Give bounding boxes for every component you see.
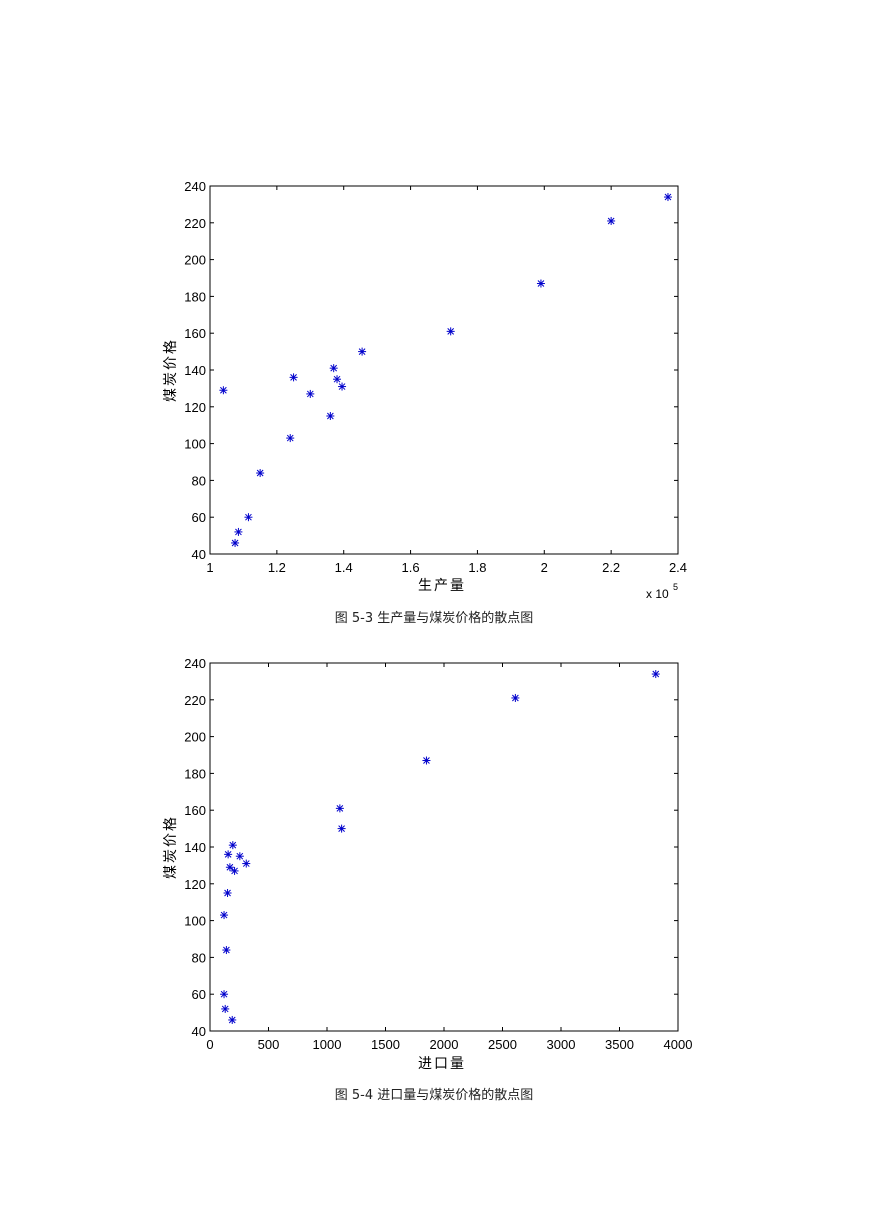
x-tick-label: 1.8 bbox=[468, 560, 486, 575]
data-point-marker bbox=[358, 347, 367, 356]
x-tick-label: 1500 bbox=[371, 1037, 400, 1052]
y-tick-label: 160 bbox=[184, 326, 206, 341]
y-tick-label: 100 bbox=[184, 914, 206, 929]
data-point-marker bbox=[422, 756, 431, 765]
data-point-marker bbox=[286, 434, 295, 443]
data-point-marker bbox=[306, 389, 315, 398]
scatter-chart-import: 0 500 1000 1500 2000 2500 3000 3500 4000 40 60 80 1… bbox=[163, 656, 692, 1103]
y-tick-label: 200 bbox=[184, 253, 206, 268]
data-point-marker bbox=[224, 850, 233, 859]
data-point-marker bbox=[338, 382, 347, 391]
y-tick-label: 60 bbox=[192, 987, 206, 1002]
y-axis-label: 煤炭价格 bbox=[163, 338, 179, 402]
data-point-marker bbox=[220, 990, 229, 999]
y-tick-label: 80 bbox=[192, 950, 206, 965]
figure-caption: 图 5-4 进口量与煤炭价格的散点图 bbox=[335, 1087, 534, 1103]
x-tick-label: 2 bbox=[541, 560, 548, 575]
scatter-chart-production: 1 1.2 1.4 1.6 1.8 2 2.2 2.4 4060801001201401601… bbox=[163, 179, 687, 626]
y-tick-label: 200 bbox=[184, 730, 206, 745]
data-point-marker bbox=[289, 373, 298, 382]
data-point-marker bbox=[225, 863, 234, 872]
plot-frame bbox=[209, 185, 679, 555]
y-tick-label: 180 bbox=[184, 289, 206, 304]
data-point-marker bbox=[333, 375, 342, 384]
data-point-marker bbox=[326, 412, 335, 420]
plot-frame bbox=[209, 662, 679, 1032]
x-axis-label: 进口量 bbox=[418, 1056, 466, 1072]
data-points bbox=[219, 193, 672, 547]
x-tick-label: 3000 bbox=[547, 1037, 576, 1052]
data-point-marker bbox=[222, 946, 231, 955]
x-tick-label: 4000 bbox=[664, 1037, 693, 1052]
y-tick-label: 140 bbox=[184, 363, 206, 378]
data-point-marker bbox=[234, 527, 243, 536]
y-axis-label: 煤炭价格 bbox=[163, 815, 179, 879]
x-tick-label: 1.4 bbox=[335, 560, 353, 575]
y-tick-label: 60 bbox=[192, 510, 206, 525]
y-tick-label: 180 bbox=[184, 766, 206, 781]
x-tick-label: 2.4 bbox=[669, 560, 687, 575]
data-point-marker bbox=[221, 1004, 230, 1013]
data-point-marker bbox=[337, 824, 346, 833]
x-tick-label: 2000 bbox=[430, 1037, 459, 1052]
x-axis-multiplier-exponent: 5 bbox=[673, 582, 678, 592]
data-point-marker bbox=[230, 866, 239, 875]
data-points bbox=[220, 670, 660, 1024]
x-tick-label: 0 bbox=[206, 1037, 213, 1052]
data-point-marker bbox=[231, 538, 240, 547]
y-tick-label: 160 bbox=[184, 803, 206, 818]
y-tick-label: 40 bbox=[192, 547, 206, 562]
data-point-marker bbox=[235, 852, 244, 861]
y-tick-label: 240 bbox=[184, 656, 206, 671]
data-point-marker bbox=[228, 1015, 237, 1024]
data-point-marker bbox=[223, 889, 232, 897]
y-axis-ticks: 40 60 80 100 120 140 160 180 200 220 240 bbox=[184, 656, 678, 1039]
x-axis-ticks: 0 500 1000 1500 2000 2500 3000 3500 4000 bbox=[206, 663, 692, 1052]
data-point-marker bbox=[242, 859, 251, 868]
x-axis-label: 生产量 bbox=[418, 578, 466, 594]
data-point-marker bbox=[536, 279, 545, 288]
x-tick-label: 500 bbox=[258, 1037, 280, 1052]
y-tick-label: 220 bbox=[184, 693, 206, 708]
data-point-marker bbox=[446, 327, 455, 336]
data-point-marker bbox=[511, 693, 520, 702]
y-tick-label: 220 bbox=[184, 216, 206, 231]
data-point-marker bbox=[607, 216, 616, 225]
x-axis-ticks: 1 1.2 1.4 1.6 1.8 2 2.2 2.4 bbox=[206, 186, 687, 575]
y-tick-label: 80 bbox=[192, 473, 206, 488]
data-point-marker bbox=[219, 386, 228, 395]
data-point-marker bbox=[220, 911, 229, 920]
x-tick-label: 2.2 bbox=[602, 560, 620, 575]
figure-caption: 图 5-3 生产量与煤炭价格的散点图 bbox=[335, 610, 534, 626]
y-tick-label: 140 bbox=[184, 840, 206, 855]
x-axis-multiplier: x 10 bbox=[646, 587, 669, 601]
data-point-marker bbox=[329, 364, 338, 373]
y-tick-label: 100 bbox=[184, 437, 206, 452]
data-point-marker bbox=[335, 804, 344, 813]
x-tick-label: 3500 bbox=[605, 1037, 634, 1052]
x-tick-label: 1000 bbox=[313, 1037, 342, 1052]
x-tick-label: 1.2 bbox=[268, 560, 286, 575]
y-tick-label: 120 bbox=[184, 400, 206, 415]
y-tick-label: 120 bbox=[184, 877, 206, 892]
y-axis-ticks: 40 60 80 100 120 140 160 180 200 220 240 bbox=[184, 179, 678, 562]
y-tick-label: 240 bbox=[184, 179, 206, 194]
y-tick-label: 40 bbox=[192, 1024, 206, 1039]
data-point-marker bbox=[651, 670, 660, 679]
data-point-marker bbox=[244, 513, 253, 522]
data-point-marker bbox=[256, 469, 265, 478]
x-tick-label: 1 bbox=[206, 560, 213, 575]
x-tick-label: 2500 bbox=[488, 1037, 517, 1052]
data-point-marker bbox=[228, 841, 237, 850]
x-tick-label: 1.6 bbox=[402, 560, 420, 575]
data-point-marker bbox=[663, 193, 672, 202]
